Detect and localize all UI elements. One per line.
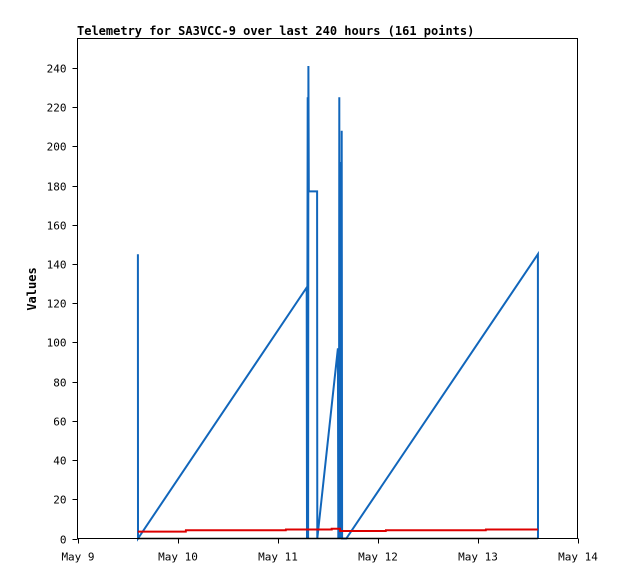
x-tick-label: May 10 — [158, 551, 198, 564]
x-axis: May 9 May 10 May 11 May 12 May 13 May 14 — [61, 538, 598, 564]
series-line-1 — [136, 65, 539, 542]
y-tick-label: 120 — [47, 298, 67, 311]
x-tick-label: May 12 — [358, 551, 398, 564]
y-tick-label: 160 — [47, 220, 67, 233]
x-tick-label: May 14 — [558, 551, 598, 564]
x-tick-label: May 11 — [258, 551, 298, 564]
series-layer — [136, 65, 539, 542]
y-tick-label: 200 — [47, 141, 67, 154]
x-tick-label: May 13 — [458, 551, 498, 564]
y-axis: 0 20 40 60 80 100 120 140 160 180 200 220 240 — [47, 63, 78, 547]
y-tick-label: 20 — [53, 494, 66, 507]
y-tick-label: 80 — [53, 377, 66, 390]
y-tick-label: 220 — [47, 102, 67, 115]
y-tick-label: 100 — [47, 337, 67, 350]
y-tick-label: 140 — [47, 259, 67, 272]
chart-title: Telemetry for SA3VCC-9 over last 240 hou… — [77, 24, 474, 38]
x-tick-label: May 9 — [61, 551, 94, 564]
plot-frame — [77, 38, 578, 539]
y-tick-label: 180 — [47, 181, 67, 194]
y-tick-label: 0 — [60, 534, 67, 547]
y-tick-label: 40 — [53, 455, 66, 468]
y-tick-label: 60 — [53, 416, 66, 429]
series-line-2 — [137, 527, 538, 533]
y-tick-label: 240 — [47, 63, 67, 76]
y-axis-label: Values — [25, 267, 39, 310]
